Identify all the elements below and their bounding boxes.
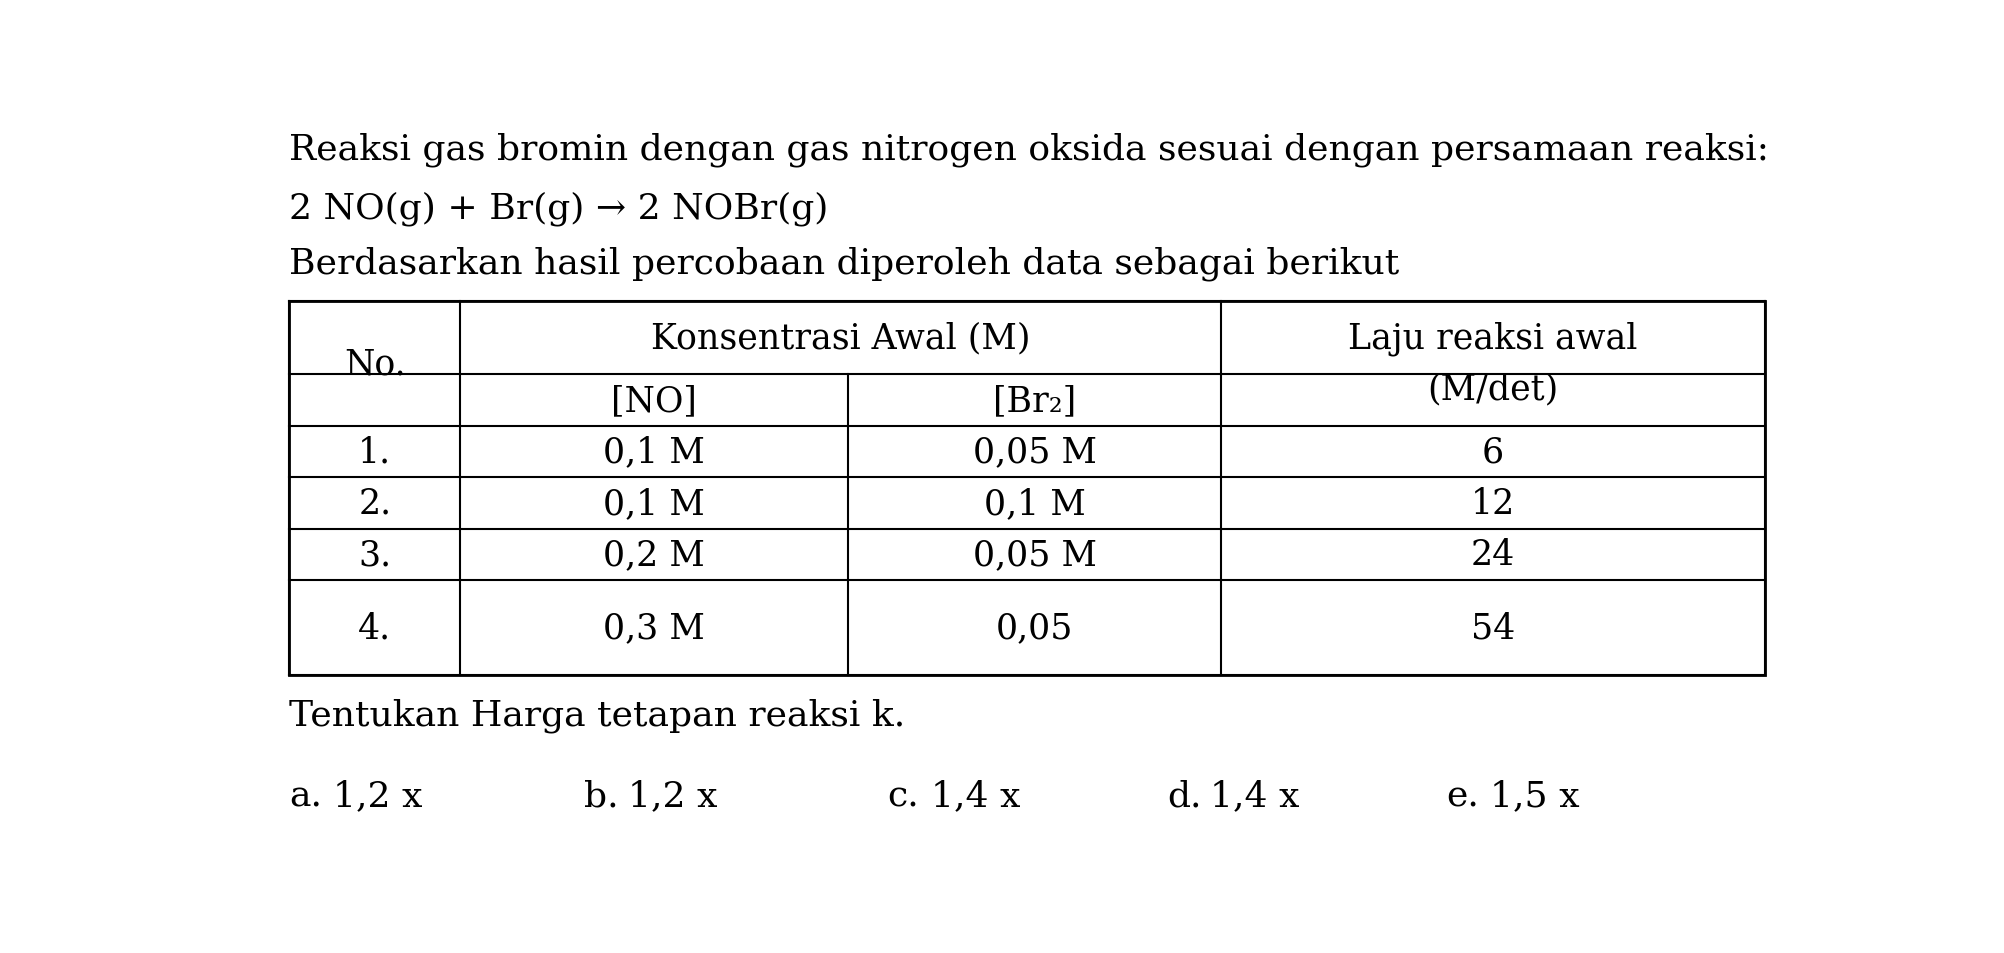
Text: No.: No.: [345, 347, 405, 381]
Text: 0,05 M: 0,05 M: [972, 435, 1096, 469]
Text: 0,1 M: 0,1 M: [984, 486, 1086, 520]
Text: 12: 12: [1471, 486, 1515, 520]
Text: b.: b.: [585, 779, 619, 812]
Bar: [289, 301, 1766, 676]
Text: 24: 24: [1471, 537, 1515, 572]
Text: Tentukan Harga tetapan reaksi k.: Tentukan Harga tetapan reaksi k.: [289, 698, 906, 732]
Text: 6: 6: [1481, 435, 1505, 469]
Text: [NO]: [NO]: [611, 383, 697, 417]
Text: 0,05: 0,05: [996, 611, 1074, 645]
Text: 1,2 x: 1,2 x: [333, 779, 423, 812]
Text: 1,2 x: 1,2 x: [627, 779, 717, 812]
Text: 0,1 M: 0,1 M: [603, 486, 705, 520]
Text: Konsentrasi Awal (M): Konsentrasi Awal (M): [651, 321, 1030, 355]
Text: 1,4 x: 1,4 x: [1210, 779, 1301, 812]
Text: Reaksi gas bromin dengan gas nitrogen oksida sesuai dengan persamaan reaksi:: Reaksi gas bromin dengan gas nitrogen ok…: [289, 132, 1770, 167]
Text: 0,2 M: 0,2 M: [603, 537, 705, 572]
Text: e.: e.: [1447, 779, 1479, 812]
Text: 1,4 x: 1,4 x: [930, 779, 1020, 812]
Text: Laju reaksi awal: Laju reaksi awal: [1349, 321, 1637, 355]
Text: 0,1 M: 0,1 M: [603, 435, 705, 469]
Text: Berdasarkan hasil percobaan diperoleh data sebagai berikut: Berdasarkan hasil percobaan diperoleh da…: [289, 247, 1399, 281]
Text: 54: 54: [1471, 611, 1515, 645]
Text: 3.: 3.: [359, 537, 391, 572]
Text: 4.: 4.: [359, 611, 391, 645]
Text: a.: a.: [289, 779, 323, 812]
Text: 1,5 x: 1,5 x: [1489, 779, 1579, 812]
Text: (M/det): (M/det): [1427, 373, 1559, 407]
Text: 0,3 M: 0,3 M: [603, 611, 705, 645]
Text: [Br₂]: [Br₂]: [994, 383, 1076, 417]
Text: c.: c.: [888, 779, 920, 812]
Text: 2 NO(g) + Br(g) → 2 NOBr(g): 2 NO(g) + Br(g) → 2 NOBr(g): [289, 192, 830, 226]
Text: 2.: 2.: [359, 486, 391, 520]
Text: d.: d.: [1166, 779, 1200, 812]
Text: 1.: 1.: [359, 435, 391, 469]
Text: 0,05 M: 0,05 M: [972, 537, 1096, 572]
